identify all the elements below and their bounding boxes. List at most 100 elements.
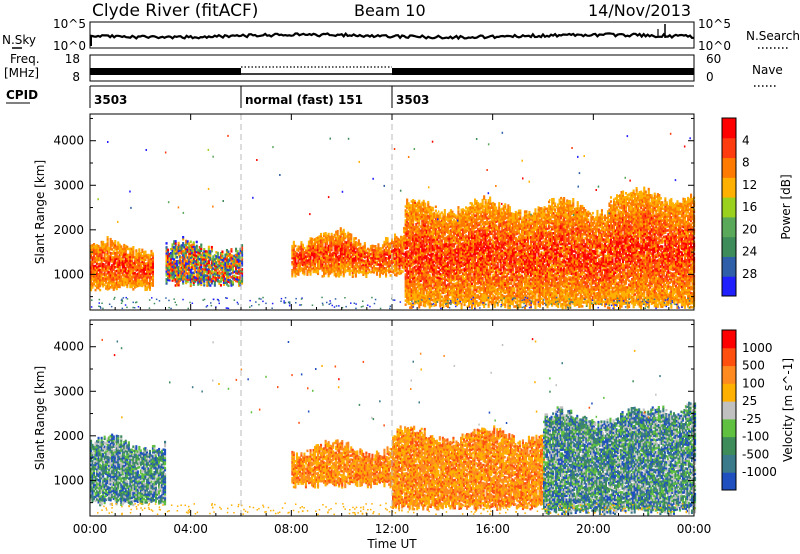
heatmap-cell: [99, 289, 101, 292]
heatmap-cell: [138, 248, 140, 251]
heatmap-cell: [176, 256, 178, 259]
heatmap-cell: [150, 250, 152, 253]
heatmap-cell: [217, 252, 219, 255]
heatmap-cell: [406, 199, 408, 202]
heatmap-cell: [132, 246, 134, 249]
heatmap-cell: [331, 233, 333, 236]
heatmap-cell: [364, 242, 366, 245]
nsearch-label: N.Search: [746, 29, 800, 43]
heatmap-cell: [144, 251, 146, 254]
heatmap-cell: [461, 303, 463, 306]
heatmap-cell: [429, 274, 431, 277]
heatmap-cell: [196, 241, 198, 244]
heatmap-cell: [343, 229, 345, 232]
nsky-line: [90, 33, 694, 38]
date-title: 14/Nov/2013: [588, 1, 691, 20]
heatmap-cell: [350, 234, 352, 237]
cpid-segment-label: normal (fast) 151: [245, 93, 363, 107]
heatmap-cell: [344, 233, 346, 236]
heatmap-cell: [120, 245, 122, 248]
heatmap-cell: [175, 240, 177, 243]
heatmap-cell: [232, 281, 234, 284]
heatmap-cell: [141, 249, 143, 252]
freq-trace: [90, 67, 694, 75]
heatmap-cell: [117, 241, 119, 244]
heatmap-cell: [230, 248, 232, 251]
heatmap-cell: [190, 241, 192, 244]
heatmap-cell: [390, 274, 392, 277]
heatmap-cell: [394, 234, 396, 237]
nave-tick-bottom: 0: [706, 70, 714, 84]
nsky-trace: [90, 24, 694, 46]
cpid-segment-label: 3503: [94, 93, 127, 107]
heatmap-cell: [152, 252, 154, 255]
heatmap-cell: [237, 250, 239, 253]
freq-label: Freq.: [10, 52, 40, 66]
heatmap-cell: [303, 247, 305, 250]
heatmap-cell: [110, 238, 112, 241]
radar-summary-plot: Clyde River (fitACF) Beam 10 14/Nov/2013…: [0, 0, 800, 554]
heatmap-cell: [294, 245, 296, 248]
heatmap-cell: [355, 237, 357, 240]
nsearch-tick-top: 10^5: [698, 17, 731, 31]
heatmap-cell: [320, 233, 322, 236]
heatmap-cell: [209, 284, 211, 287]
beam-title: Beam 10: [354, 1, 426, 20]
nsky-tick-top: 10^5: [53, 17, 86, 31]
heatmap-cell: [293, 241, 295, 244]
station-title: Clyde River (fitACF): [92, 1, 258, 21]
nsearch-tick-bottom: 10^0: [698, 39, 731, 53]
heatmap-cell: [387, 237, 389, 240]
freq-tick-top: 18: [65, 52, 80, 66]
heatmap-cell: [182, 236, 184, 239]
heatmap-cell: [227, 251, 229, 254]
heatmap-cell: [135, 249, 137, 252]
freq-band-block: [90, 68, 241, 75]
cpid-row: 3503 normal (fast) 151 3503: [90, 86, 694, 108]
heatmap-cell: [471, 202, 473, 205]
heatmap-cell: [193, 241, 195, 244]
nsky-label: N.Sky: [2, 33, 36, 47]
heatmap-cell: [166, 246, 168, 249]
heatmap-cell: [424, 203, 426, 206]
heatmap-cell: [427, 201, 429, 204]
heatmap-cell: [451, 211, 453, 214]
freq-unit: [MHz]: [4, 66, 39, 80]
heatmap-cell: [178, 242, 180, 245]
heatmap-cell: [457, 206, 459, 209]
heatmap-cell: [208, 246, 210, 249]
freq-band-block: [392, 68, 694, 75]
heatmap-cell: [444, 209, 446, 212]
nave-tick-top: 60: [706, 52, 721, 66]
cpid-label: CPID: [6, 88, 38, 102]
heatmap-cell: [368, 269, 370, 272]
heatmap-cell: [196, 245, 198, 248]
heatmap-cell: [435, 210, 437, 213]
heatmap-cell: [436, 212, 438, 215]
heatmap-cell: [374, 245, 376, 248]
heatmap-cell: [95, 289, 97, 292]
nsky-tick-bottom: 10^0: [53, 39, 86, 53]
heatmap-cell: [359, 243, 361, 246]
heatmap-cell: [402, 270, 404, 273]
heatmap-cell: [227, 285, 229, 288]
heatmap-cell: [432, 207, 434, 210]
heatmap-cell: [107, 236, 109, 239]
heatmap-cell: [423, 200, 425, 203]
heatmap-cell: [340, 227, 342, 230]
heatmap-cell: [111, 240, 113, 243]
heatmap-cell: [167, 249, 169, 252]
heatmap-cell: [418, 200, 420, 203]
heatmap-cell: [328, 233, 330, 236]
heatmap-cell: [435, 206, 437, 209]
freq-tick-bottom: 8: [72, 70, 80, 84]
nave-label: Nave: [752, 63, 783, 77]
heatmap-cell: [203, 248, 205, 251]
heatmap-cell: [220, 284, 222, 287]
heatmap-cell: [325, 232, 327, 235]
heatmap-cell: [166, 242, 168, 245]
heatmap-cell: [235, 248, 237, 251]
heatmap-cell: [211, 246, 213, 249]
heatmap-cell: [302, 244, 304, 247]
heatmap-cell: [300, 241, 302, 244]
